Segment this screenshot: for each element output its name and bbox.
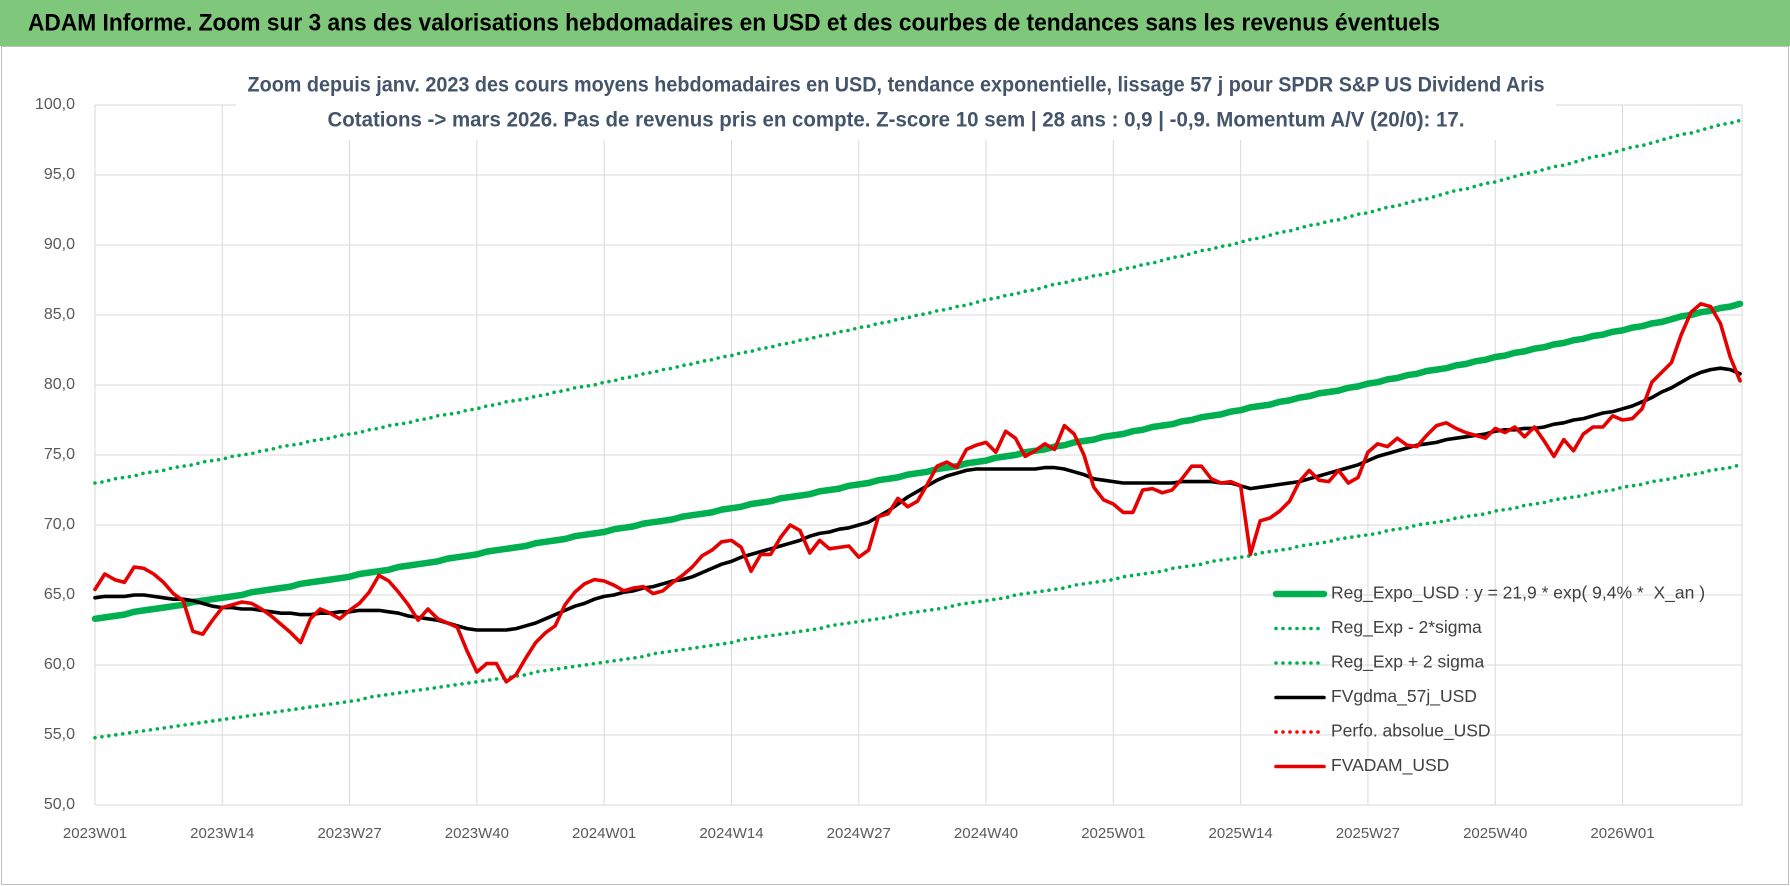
y-tick-label: 95,0 (44, 166, 75, 183)
x-tick-label: 2023W27 (317, 825, 381, 842)
chart-frame (1, 46, 1789, 885)
series-line (93, 302, 1742, 684)
x-tick-label: 2023W01 (63, 825, 127, 842)
legend: Reg_Expo_USD : y = 21,9 * exp( 9,4% * X_… (1272, 583, 1705, 776)
title-background (236, 72, 1556, 140)
y-tick-label: 85,0 (44, 306, 75, 323)
series-line (91, 300, 1744, 623)
header-bar (0, 0, 1790, 46)
x-tick-label: 2024W40 (954, 825, 1018, 842)
series-line (93, 366, 1742, 632)
chart-subtitle: Cotations -> mars 2026. Pas de revenus p… (328, 109, 1465, 132)
x-tick-label: 2023W14 (190, 825, 254, 842)
x-tick-label: 2025W01 (1081, 825, 1145, 842)
y-tick-label: 60,0 (44, 656, 75, 673)
y-tick-label: 100,0 (35, 96, 75, 113)
page-title: ADAM Informe. Zoom sur 3 ans des valoris… (28, 9, 1440, 36)
y-tick-label: 55,0 (44, 726, 75, 743)
x-tick-label: 2024W14 (699, 825, 763, 842)
plot-area: 50,0 55,0 60,0 65,0 70,0 75,0 80,0 85,0 90,0 95,0… (35, 96, 1744, 842)
legend-label: Perfo. absolue_USD (1331, 721, 1491, 742)
y-tick-label: 65,0 (44, 586, 75, 603)
legend-label: Reg_Exp + 2 sigma (1331, 652, 1484, 673)
x-tick-label: 2024W27 (827, 825, 891, 842)
x-tick-label: 2025W14 (1209, 825, 1273, 842)
y-tick-label: 80,0 (44, 376, 75, 393)
legend-label: FVgdma_57j_USD (1331, 686, 1477, 707)
legend-label: Reg_Expo_USD : y = 21,9 * exp( 9,4% * X_… (1331, 583, 1705, 604)
legend-label: Reg_Exp - 2*sigma (1331, 617, 1482, 638)
series-line (93, 118, 1742, 485)
y-tick-label: 90,0 (44, 236, 75, 253)
x-tick-label: 2025W27 (1336, 825, 1400, 842)
y-tick-label: 70,0 (44, 516, 75, 533)
x-tick-label: 2026W01 (1590, 825, 1654, 842)
x-tick-label: 2024W01 (572, 825, 636, 842)
series-line (93, 463, 1742, 740)
chart-title: Zoom depuis janv. 2023 des cours moyens … (248, 74, 1545, 97)
y-tick-label: 75,0 (44, 446, 75, 463)
x-tick-label: 2025W40 (1463, 825, 1527, 842)
legend-label: FVADAM_USD (1331, 755, 1449, 776)
y-tick-label: 50,0 (44, 796, 75, 813)
x-tick-label: 2023W40 (445, 825, 509, 842)
